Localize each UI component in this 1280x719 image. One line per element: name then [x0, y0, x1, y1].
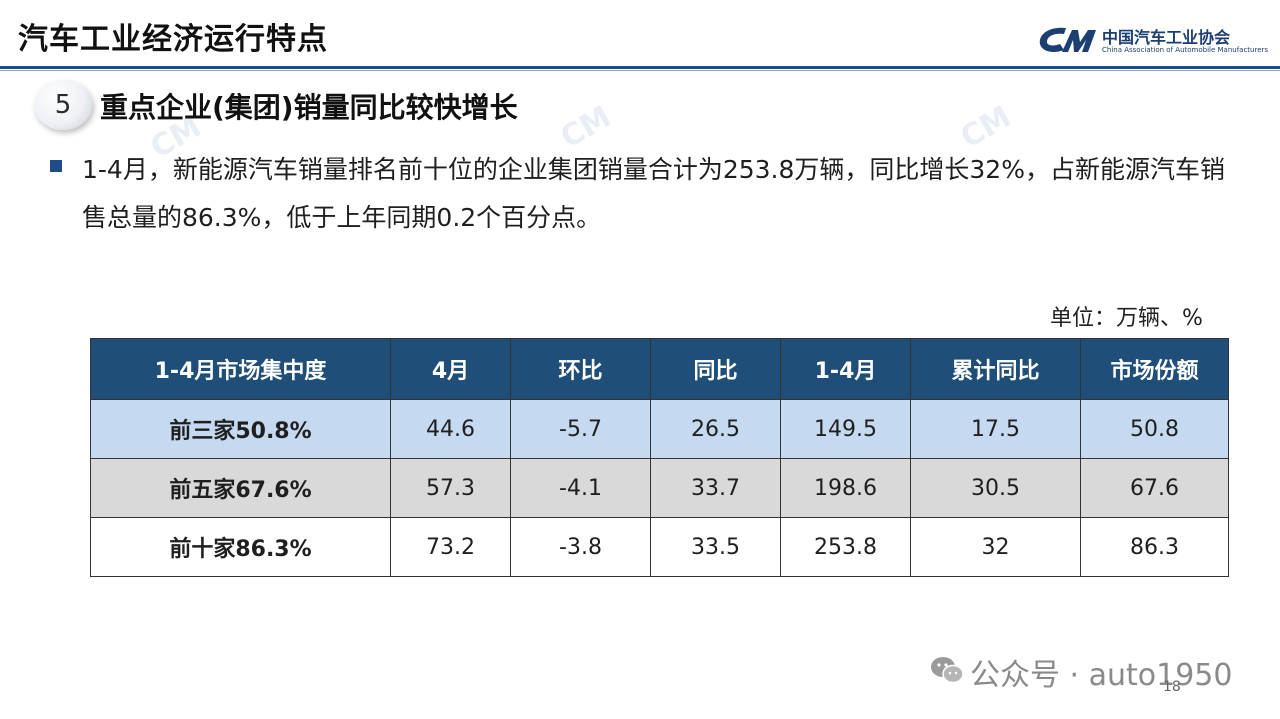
- table-header-cell: 1-4月市场集中度: [90, 338, 391, 400]
- caam-logo-icon: [1039, 27, 1096, 52]
- table-cell: 253.8: [780, 517, 911, 577]
- unit-label: 单位：万辆、%: [1050, 306, 1203, 331]
- table-cell: 50.8: [1080, 399, 1229, 459]
- table-cell: -5.7: [510, 399, 651, 459]
- logo-chinese-name: 中国汽车工业协会: [1102, 28, 1231, 47]
- table-header-row: 1-4月市场集中度 4月 环比 同比 1-4月 累计同比 市场份额: [90, 338, 1229, 400]
- table-row: 前三家50.8% 44.6 -5.7 26.5 149.5 17.5 50.8: [90, 399, 1229, 459]
- table-cell: 73.2: [390, 517, 511, 577]
- wechat-watermark: 公众号 · auto1950: [930, 650, 1250, 693]
- bullet-text: 1-4月，新能源汽车销量排名前十位的企业集团销量合计为253.8万辆，同比增长3…: [82, 155, 1225, 232]
- table-row: 前五家67.6% 57.3 -4.1 33.7 198.6 30.5 67.6: [90, 458, 1229, 518]
- section-title: 重点企业(集团)销量同比较快增长: [100, 91, 518, 124]
- table-header-cell: 环比: [510, 338, 651, 400]
- section-number: 5: [54, 90, 72, 120]
- caam-logo: 中国汽车工业协会 China Association of Automobile…: [1036, 22, 1269, 62]
- table-cell: 32: [910, 517, 1081, 577]
- header-divider-thin: [0, 70, 1280, 71]
- table-cell: 198.6: [780, 458, 911, 518]
- table-row: 前十家86.3% 73.2 -3.8 33.5 253.8 32 86.3: [90, 517, 1229, 577]
- table-cell: 26.5: [650, 399, 781, 459]
- logo-english-name: China Association of Automobile Manufact…: [1102, 46, 1269, 54]
- header-divider: [0, 66, 1280, 69]
- table-cell: 33.7: [650, 458, 781, 518]
- table-cell: -3.8: [510, 517, 651, 577]
- table-row-label: 前五家67.6%: [90, 458, 391, 518]
- table-header-cell: 1-4月: [780, 338, 911, 400]
- table-cell: 57.3: [390, 458, 511, 518]
- page-number: 18: [1163, 679, 1181, 695]
- table-cell: -4.1: [510, 458, 651, 518]
- table-cell: 33.5: [650, 517, 781, 577]
- page-title: 汽车工业经济运行特点: [18, 22, 328, 57]
- concentration-table: 1-4月市场集中度 4月 环比 同比 1-4月 累计同比 市场份额 前三家50.…: [90, 338, 1229, 577]
- table-header-cell: 累计同比: [910, 338, 1081, 400]
- table-cell: 30.5: [910, 458, 1081, 518]
- table-cell: 67.6: [1080, 458, 1229, 518]
- table-header-cell: 同比: [650, 338, 781, 400]
- table-header-cell: 4月: [390, 338, 511, 400]
- bullet-square-icon: [50, 160, 62, 172]
- table-row-label: 前十家86.3%: [90, 517, 391, 577]
- wechat-account-text: 公众号 · auto1950: [970, 658, 1233, 693]
- section-number-badge: 5: [34, 80, 92, 130]
- table-header-cell: 市场份额: [1080, 338, 1229, 400]
- table-cell: 17.5: [910, 399, 1081, 459]
- table-cell: 44.6: [390, 399, 511, 459]
- wechat-icon: [931, 657, 964, 684]
- table-cell: 149.5: [780, 399, 911, 459]
- table-row-label: 前三家50.8%: [90, 399, 391, 459]
- table-cell: 86.3: [1080, 517, 1229, 577]
